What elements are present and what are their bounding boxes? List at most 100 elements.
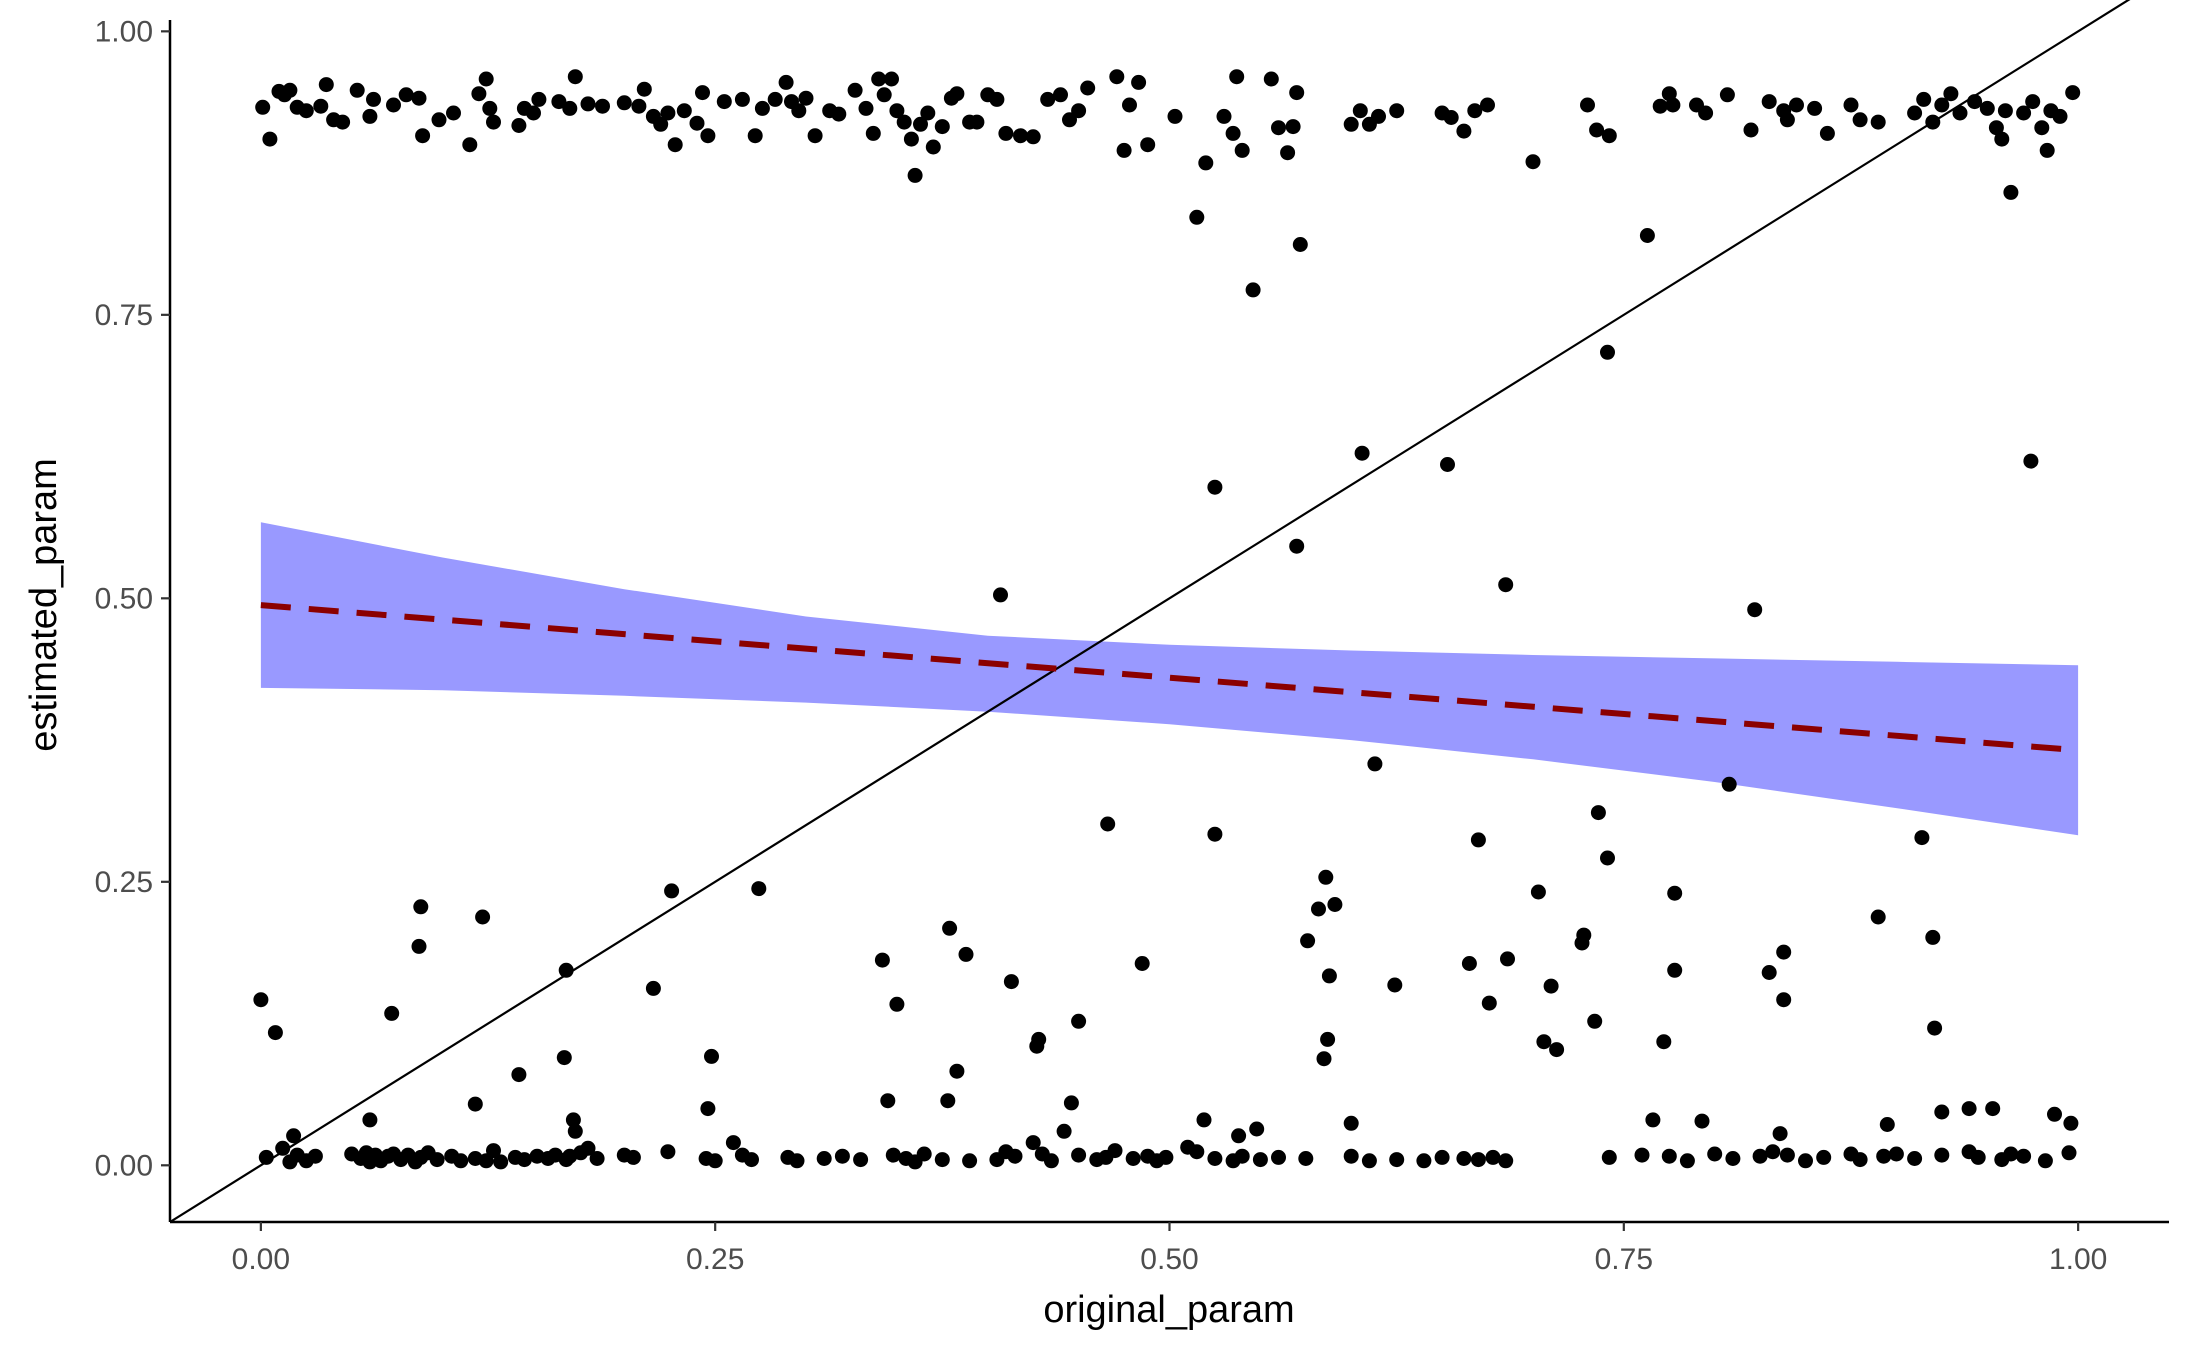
data-point bbox=[1543, 978, 1559, 994]
data-point bbox=[2047, 1106, 2062, 1122]
data-point bbox=[384, 1005, 400, 1021]
data-point bbox=[1498, 1153, 1514, 1169]
data-point bbox=[1125, 1151, 1141, 1166]
data-point bbox=[526, 105, 541, 121]
data-point bbox=[1721, 776, 1737, 792]
data-point bbox=[1311, 901, 1326, 917]
data-point bbox=[1440, 457, 1455, 472]
data-point bbox=[700, 128, 716, 144]
regression-fit-layer bbox=[260, 602, 2079, 754]
data-point bbox=[511, 1067, 527, 1083]
data-point bbox=[1167, 108, 1183, 124]
data-point bbox=[1456, 1151, 1472, 1166]
y-tick-label: 0.25 bbox=[95, 866, 153, 899]
data-point bbox=[1952, 105, 1968, 121]
data-point bbox=[262, 131, 278, 147]
x-tick-label: 1.00 bbox=[2049, 1243, 2107, 1276]
data-point bbox=[453, 1153, 469, 1169]
data-point bbox=[567, 1123, 583, 1139]
y-tick-label: 0.00 bbox=[95, 1149, 153, 1182]
data-point bbox=[1116, 142, 1132, 158]
data-point bbox=[1229, 69, 1245, 85]
confidence-band bbox=[260, 522, 2079, 836]
data-point bbox=[1327, 897, 1343, 912]
data-point bbox=[1207, 826, 1223, 842]
data-point bbox=[362, 108, 378, 124]
data-point bbox=[1321, 968, 1337, 984]
data-point bbox=[386, 97, 401, 113]
data-point bbox=[903, 131, 919, 147]
data-point bbox=[907, 167, 923, 183]
data-point bbox=[716, 94, 732, 110]
data-point bbox=[1367, 756, 1383, 772]
data-point bbox=[1389, 103, 1405, 119]
data-point bbox=[1645, 1112, 1661, 1128]
data-point bbox=[1158, 1149, 1174, 1165]
data-point bbox=[511, 118, 527, 133]
data-point bbox=[1943, 86, 1959, 102]
data-point bbox=[531, 91, 547, 107]
data-point bbox=[398, 87, 414, 103]
data-point bbox=[1245, 282, 1261, 298]
data-point bbox=[1525, 154, 1541, 170]
data-point bbox=[667, 137, 683, 153]
data-point bbox=[1134, 956, 1150, 971]
data-point bbox=[1779, 112, 1795, 128]
data-point bbox=[1071, 103, 1087, 119]
data-point bbox=[1434, 1149, 1450, 1165]
data-point bbox=[1298, 1151, 1314, 1166]
data-point bbox=[896, 114, 912, 130]
data-point bbox=[889, 996, 905, 1012]
data-point bbox=[1665, 97, 1681, 113]
data-point bbox=[1231, 1128, 1247, 1144]
identity-line-layer bbox=[170, 0, 2131, 1222]
data-point bbox=[1600, 344, 1615, 360]
data-point bbox=[1747, 602, 1763, 618]
data-point bbox=[516, 1152, 532, 1168]
data-point bbox=[754, 100, 770, 116]
data-point bbox=[1003, 974, 1019, 990]
data-point bbox=[664, 883, 680, 899]
data-point bbox=[1416, 1153, 1432, 1169]
data-point bbox=[493, 1154, 509, 1170]
data-point bbox=[1656, 1034, 1672, 1050]
data-point bbox=[707, 1153, 723, 1169]
data-point bbox=[1271, 120, 1286, 136]
data-point bbox=[1456, 123, 1472, 139]
data-point bbox=[2016, 1148, 2032, 1164]
data-point bbox=[1743, 122, 1759, 138]
data-point bbox=[789, 1153, 805, 1169]
data-point bbox=[1549, 1042, 1565, 1058]
data-point bbox=[2063, 1115, 2079, 1131]
data-point bbox=[2034, 120, 2050, 136]
data-point bbox=[1667, 885, 1683, 901]
data-point bbox=[275, 1140, 291, 1156]
data-point bbox=[1225, 125, 1241, 141]
data-point bbox=[1263, 71, 1279, 87]
data-point bbox=[1601, 128, 1617, 144]
data-point bbox=[689, 115, 705, 131]
data-point bbox=[1207, 479, 1223, 495]
data-point bbox=[1198, 155, 1214, 171]
data-point bbox=[255, 99, 271, 115]
data-point bbox=[1914, 830, 1930, 846]
data-point bbox=[631, 98, 647, 114]
data-point bbox=[1752, 1148, 1768, 1164]
data-point bbox=[1234, 142, 1250, 158]
data-point bbox=[1934, 1147, 1950, 1163]
data-point bbox=[1196, 1112, 1212, 1128]
data-point bbox=[471, 86, 487, 102]
data-point bbox=[1071, 1013, 1087, 1029]
data-point bbox=[2065, 85, 2081, 101]
data-point bbox=[475, 909, 491, 925]
data-point bbox=[1234, 1148, 1250, 1164]
data-point bbox=[625, 1149, 641, 1165]
data-point bbox=[645, 980, 661, 996]
data-point bbox=[1530, 884, 1546, 900]
data-point bbox=[1289, 538, 1305, 554]
data-point bbox=[1870, 114, 1886, 130]
data-point bbox=[816, 1151, 832, 1166]
x-tick-label: 0.50 bbox=[1140, 1243, 1198, 1276]
data-point bbox=[942, 920, 958, 936]
data-point bbox=[562, 100, 578, 116]
